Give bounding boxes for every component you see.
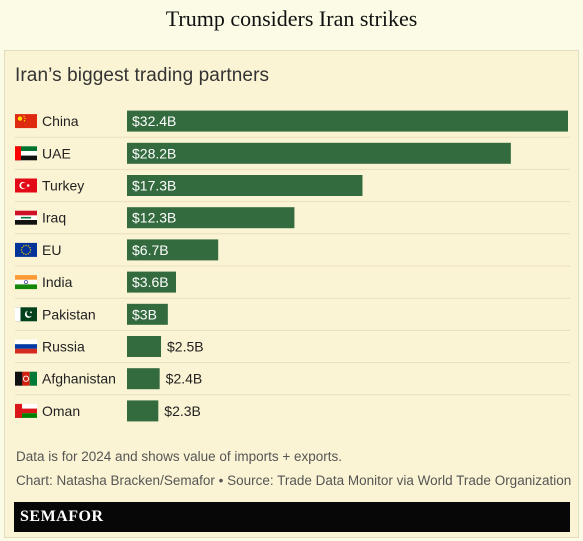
category-label: Pakistan bbox=[42, 306, 96, 322]
data-note: Data is for 2024 and shows value of impo… bbox=[16, 449, 343, 464]
category-label: Afghanistan bbox=[42, 371, 116, 387]
category-label: Turkey bbox=[42, 178, 84, 194]
category-label: UAE bbox=[42, 145, 71, 161]
bar bbox=[127, 142, 511, 164]
category-label: EU bbox=[42, 242, 61, 258]
brand-logo: SEMAFOR bbox=[20, 508, 104, 525]
bar bbox=[127, 368, 160, 390]
data-label: $2.5B bbox=[167, 339, 204, 355]
turkey-flag-icon bbox=[15, 178, 37, 193]
bar bbox=[127, 303, 168, 325]
data-label: $3.6B bbox=[132, 274, 169, 290]
bar bbox=[127, 175, 363, 196]
category-label: Russia bbox=[42, 339, 85, 355]
bar bbox=[127, 271, 176, 293]
data-label: $6.7B bbox=[132, 242, 169, 258]
data-label: $28.2B bbox=[132, 145, 176, 161]
russia-flag-icon bbox=[15, 339, 37, 354]
source-credit: Chart: Natasha Bracken/Semafor • Source:… bbox=[16, 473, 572, 488]
bar bbox=[127, 207, 295, 229]
eu-flag-icon bbox=[15, 242, 37, 257]
afghanistan-flag-icon bbox=[15, 371, 37, 386]
data-label: $17.3B bbox=[132, 178, 176, 194]
category-label: Iraq bbox=[42, 210, 66, 226]
brand-footer: SEMAFOR bbox=[14, 502, 570, 532]
data-label: $12.3B bbox=[132, 210, 176, 226]
oman-flag-icon bbox=[15, 403, 37, 418]
bar bbox=[127, 400, 159, 422]
india-flag-icon bbox=[15, 275, 37, 290]
uae-flag-icon bbox=[15, 146, 37, 161]
iraq-flag-icon bbox=[15, 210, 37, 225]
chart-card: Iran’s biggest trading partners China $32… bbox=[4, 50, 579, 538]
china-flag-icon bbox=[15, 114, 37, 129]
data-label: $32.4B bbox=[132, 113, 176, 129]
pakistan-flag-icon bbox=[15, 307, 37, 322]
page-headline: Trump considers Iran strikes bbox=[165, 6, 418, 31]
bar bbox=[127, 110, 568, 132]
chart-title: Iran’s biggest trading partners bbox=[15, 65, 270, 86]
category-label: China bbox=[42, 113, 79, 129]
data-label: $2.4B bbox=[166, 371, 203, 387]
bar bbox=[127, 336, 162, 357]
category-label: Oman bbox=[42, 403, 80, 419]
data-label: $3B bbox=[132, 306, 157, 322]
category-label: India bbox=[42, 274, 73, 290]
bar bbox=[127, 239, 219, 261]
data-label: $2.3B bbox=[164, 403, 201, 419]
bar-chart: China $32.4B UAE $28.2B Turkey $17.3B Iraq $12.… bbox=[15, 110, 570, 422]
